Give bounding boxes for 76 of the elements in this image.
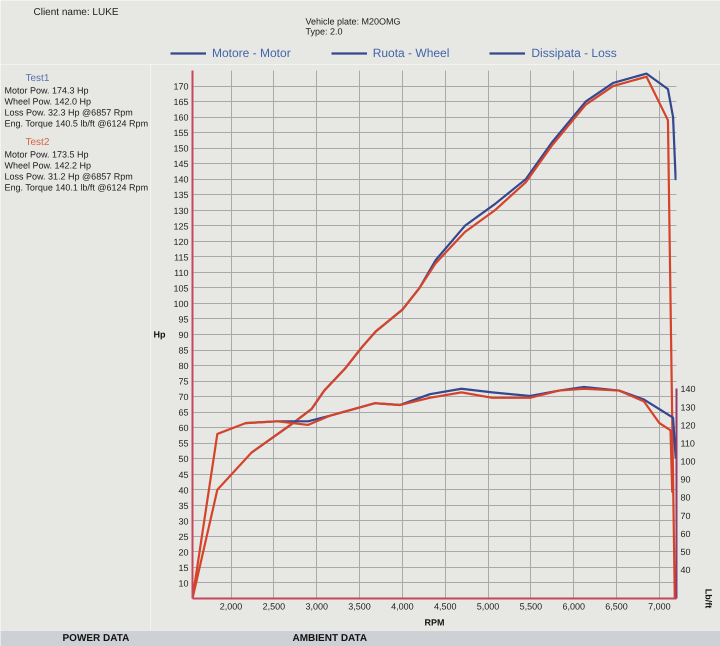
y2-tick-label: 130 xyxy=(680,402,696,412)
y2-tick-label: 50 xyxy=(680,546,691,557)
y-tick-label: 30 xyxy=(178,516,189,526)
y-tick-label: 145 xyxy=(173,159,189,170)
y2-tick-label: 60 xyxy=(680,528,691,539)
y-tick-label: 35 xyxy=(178,500,189,511)
legend-label: Dissipata - Loss xyxy=(531,46,617,60)
x-tick-label: 4,000 xyxy=(391,602,414,612)
x-axis-title: RPM xyxy=(424,618,444,628)
text: Loss Pow. 31.2 Hp @6857 Rpm xyxy=(4,172,133,182)
y-tick-label: 140 xyxy=(173,174,189,185)
y-tick-label: 150 xyxy=(173,144,189,154)
y-tick-label: 65 xyxy=(178,408,189,418)
x-tick-label: 6,500 xyxy=(605,602,628,612)
y-tick-label: 135 xyxy=(173,190,189,200)
y-tick-label: 100 xyxy=(173,298,189,309)
text: Eng. Torque 140.5 lb/ft @6124 Rpm xyxy=(4,118,148,128)
x-tick-label: 3,500 xyxy=(348,602,371,612)
y2-tick-label: 40 xyxy=(680,565,691,576)
y-tick-label: 75 xyxy=(178,376,189,387)
y-tick-label: 105 xyxy=(173,283,189,294)
y2-tick-label: 70 xyxy=(680,510,691,521)
x-tick-label: 6,000 xyxy=(562,602,585,612)
x-tick-label: 5,500 xyxy=(520,602,542,612)
text: Wheel Pow. 142.0 Hp xyxy=(4,96,92,106)
x-tick-label: 3,000 xyxy=(305,602,328,612)
text: Test1 xyxy=(26,73,50,84)
y2-tick-label: 140 xyxy=(680,384,696,394)
text: Eng. Torque 140.1 lb/ft @6124 Rpm xyxy=(4,182,148,192)
y-tick-label: 90 xyxy=(178,330,189,340)
y-tick-label: 40 xyxy=(178,485,189,496)
y-tick-label: 115 xyxy=(174,252,189,262)
y-tick-label: 165 xyxy=(173,97,189,108)
y-tick-label: 55 xyxy=(178,438,189,449)
x-tick-label: 7,000 xyxy=(648,602,671,612)
x-tick-label: 4,500 xyxy=(434,602,456,612)
y2-tick-label: 100 xyxy=(680,456,696,467)
y-tick-label: 110 xyxy=(174,268,189,278)
legend-label: Motore - Motor xyxy=(212,46,291,60)
text: AMBIENT DATA xyxy=(292,633,368,644)
y-tick-label: 20 xyxy=(178,547,189,558)
text: Client name: LUKE xyxy=(34,7,119,18)
y2-tick-label: 90 xyxy=(680,474,691,485)
text: Motor Pow. 173.5 Hp xyxy=(4,150,89,160)
y-tick-label: 155 xyxy=(173,128,189,138)
legend-label: Ruota - Wheel xyxy=(372,46,450,60)
y-tick-label: 60 xyxy=(178,423,189,434)
text: Wheel Pow. 142.2 Hp xyxy=(4,160,92,170)
y-tick-label: 160 xyxy=(173,112,189,123)
y-tick-label: 170 xyxy=(173,82,189,92)
y-tick-label: 85 xyxy=(178,346,189,356)
y2-tick-label: 110 xyxy=(680,438,695,448)
y-tick-label: 125 xyxy=(173,221,189,232)
x-tick-label: 2,500 xyxy=(262,602,286,612)
y-tick-label: 50 xyxy=(178,454,189,464)
y-tick-label: 130 xyxy=(173,206,189,216)
x-tick-label: 2,000 xyxy=(220,602,242,612)
y-tick-label: 45 xyxy=(178,470,189,480)
y-tick-label: 80 xyxy=(178,361,189,372)
text: Test2 xyxy=(26,137,50,148)
text: Vehicle plate: M20OMG xyxy=(306,16,401,26)
text: POWER DATA xyxy=(62,633,130,644)
text: Type: 2.0 xyxy=(306,26,343,36)
x-tick-label: 5,000 xyxy=(476,602,500,612)
y2-tick-label: 120 xyxy=(680,420,696,430)
y-tick-label: 95 xyxy=(178,314,189,324)
y-tick-label: 120 xyxy=(173,236,189,247)
y-tick-label: 15 xyxy=(178,562,189,573)
y-tick-label: 70 xyxy=(178,392,189,402)
y-axis-title: Hp xyxy=(153,330,166,340)
y2-axis-title: Lb/ft xyxy=(704,588,714,608)
text: Loss Pow. 32.3 Hp @6857 Rpm xyxy=(4,108,133,118)
y-tick-label: 25 xyxy=(178,532,189,542)
y2-tick-label: 80 xyxy=(680,492,691,503)
text: Motor Pow. 174.3 Hp xyxy=(4,86,89,96)
y-tick-label: 10 xyxy=(178,578,189,588)
